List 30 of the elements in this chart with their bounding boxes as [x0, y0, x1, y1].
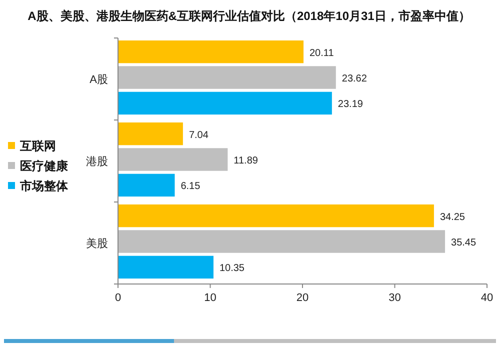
data-label: 23.62 — [342, 74, 368, 84]
bar — [118, 174, 175, 197]
bar — [118, 204, 434, 228]
bar — [118, 256, 214, 279]
y-tick-label: 美股 — [86, 237, 108, 250]
legend-label: 医疗健康 — [20, 159, 69, 173]
bar — [118, 66, 336, 89]
bar — [118, 92, 332, 115]
bar — [118, 148, 228, 171]
y-tick-label: 港股 — [86, 155, 108, 168]
bar — [118, 122, 183, 146]
data-label: 10.35 — [219, 263, 245, 274]
x-tick-label: 10 — [204, 292, 216, 304]
data-label: 6.15 — [180, 181, 201, 192]
legend-label: 市场整体 — [19, 179, 69, 193]
chart-title: A股、美股、港股生物医药&互联网行业估值对比（2018年10月31日，市盈率中值） — [28, 9, 470, 23]
x-tick-label: 40 — [480, 292, 494, 304]
bar — [118, 230, 446, 253]
x-tick-label: 20 — [296, 292, 309, 304]
x-tick-label: 30 — [388, 292, 401, 304]
data-label: 34.25 — [440, 212, 466, 223]
x-tick-label: 0 — [114, 292, 122, 304]
data-label: 7.04 — [188, 130, 209, 141]
data-label: 11.89 — [234, 156, 258, 166]
y-tick-label: A股 — [90, 74, 108, 86]
data-label: 23.19 — [338, 99, 364, 110]
legend-label: 互联网 — [19, 139, 56, 153]
data-label: 35.45 — [451, 238, 476, 248]
bar — [118, 40, 304, 64]
data-label: 20.11 — [310, 48, 334, 59]
